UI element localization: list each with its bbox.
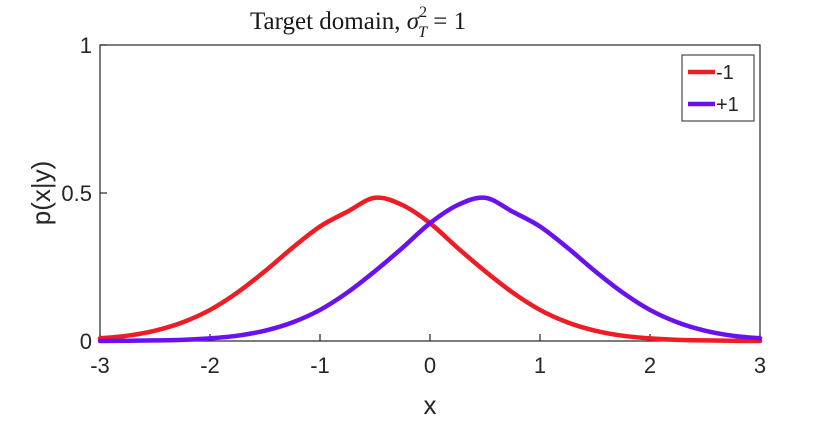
legend-label-series-2: +1 — [716, 94, 739, 116]
series-line-2 — [97, 195, 763, 344]
x-tick-label: 2 — [644, 353, 656, 378]
chart-title-text: Target domain, — [250, 8, 407, 35]
y-tick-label: 0.5 — [61, 181, 92, 206]
title-superscript: 2 — [419, 4, 427, 21]
legend-box — [681, 54, 755, 122]
x-tick-label: 3 — [754, 353, 766, 378]
y-tick-label: 1 — [80, 33, 92, 58]
x-tick-label: -3 — [90, 353, 110, 378]
x-tick-label: 0 — [424, 353, 436, 378]
x-tick-label: 1 — [534, 353, 546, 378]
x-tick-label: -1 — [310, 353, 330, 378]
y-axis-label: p(x|y) — [26, 161, 56, 226]
title-sigma: σ — [407, 8, 421, 35]
series-layer — [97, 195, 763, 344]
x-tick-label: -2 — [200, 353, 220, 378]
plot-area — [99, 44, 761, 342]
legend: -1 +1 — [681, 54, 755, 122]
chart-title: Target domain, σ2 T = 1 — [250, 4, 466, 41]
ticks: -3 -2 -1 0 1 2 3 0 0.5 1 — [61, 33, 766, 378]
title-subscript: T — [418, 24, 428, 41]
title-rhs: = 1 — [427, 8, 466, 35]
y-tick-label: 0 — [80, 329, 92, 354]
legend-label-series-1: -1 — [716, 62, 734, 84]
x-axis-label: x — [424, 390, 437, 420]
